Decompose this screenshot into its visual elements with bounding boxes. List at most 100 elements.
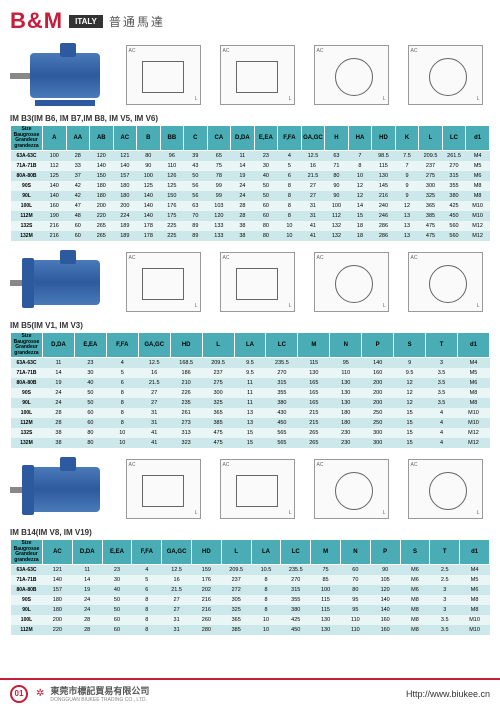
table-cell: M8 <box>457 388 489 398</box>
table-row: 90L1802450827216325838011595140M83M8 <box>11 605 490 615</box>
table-cell: 96 <box>160 151 184 162</box>
italy-tag: ITALY <box>69 15 103 28</box>
table-row: 90S1404218018012512556992450827901214593… <box>11 181 490 191</box>
table-cell: 133 <box>207 231 231 241</box>
table-cell: 225 <box>160 231 184 241</box>
table-cell: 235 <box>170 398 202 408</box>
technical-diagram: ACL <box>314 459 389 519</box>
table-cell: 160 <box>370 615 400 625</box>
table-row: 112M190482202241401757012028608311121524… <box>11 211 490 221</box>
table-cell: 270 <box>281 575 311 585</box>
table-cell: 365 <box>202 408 234 418</box>
table-cell: 31 <box>138 418 170 428</box>
table-cell: 200 <box>362 388 394 398</box>
table-cell: 100L <box>11 615 43 625</box>
table-cell: 13 <box>395 231 419 241</box>
table-cell: 178 <box>137 221 161 231</box>
table-cell: 8 <box>106 388 138 398</box>
table-cell: 6 <box>132 585 162 595</box>
table-cell: 38 <box>231 231 255 241</box>
table-cell: 13 <box>395 221 419 231</box>
table-cell: 323 <box>170 438 202 448</box>
table-cell: 140 <box>137 191 161 201</box>
table-cell: 140 <box>370 605 400 615</box>
table-cell: M8 <box>460 605 490 615</box>
table-cell: 157 <box>43 585 73 595</box>
table-cell: 165 <box>298 378 330 388</box>
table-cell: 15 <box>394 418 426 428</box>
table-cell: 560 <box>442 221 466 231</box>
table-cell: 130 <box>311 615 341 625</box>
table-cell: 80 <box>137 151 161 162</box>
table-row: 90L1404218018014015056992450827901221693… <box>11 191 490 201</box>
table-cell: 8 <box>106 408 138 418</box>
table-cell: 325 <box>419 191 443 201</box>
table-cell: 270 <box>442 161 466 171</box>
table-cell: 95 <box>340 605 370 615</box>
table-cell: 380 <box>442 191 466 201</box>
table-cell: 165 <box>298 388 330 398</box>
table-cell: 300 <box>362 438 394 448</box>
table-cell: 80 <box>325 171 349 181</box>
table-cell: M6 <box>466 171 490 181</box>
table-cell: 100 <box>325 201 349 211</box>
table-cell: 10.5 <box>251 565 281 576</box>
table-cell: 216 <box>372 191 396 201</box>
table-cell: 12.5 <box>301 151 325 162</box>
col-header: AA <box>66 126 90 151</box>
technical-diagram: ACL <box>126 459 201 519</box>
table-cell: 90S <box>11 181 43 191</box>
table-cell: 50 <box>102 595 132 605</box>
table-cell: 260 <box>191 615 221 625</box>
table-cell: 60 <box>254 201 278 211</box>
table-cell: 4 <box>132 565 162 576</box>
col-header: D,DA <box>72 540 102 565</box>
technical-diagram: ACL <box>126 252 201 312</box>
table-cell: 3.5 <box>430 615 460 625</box>
table-cell: M12 <box>466 221 490 231</box>
table-cell: 100 <box>137 171 161 181</box>
table-cell: 24 <box>231 181 255 191</box>
table-cell: 112M <box>11 625 43 635</box>
table-cell: 24 <box>43 388 75 398</box>
table-row: 63A-63C1211123412.5159209.510.5235.57560… <box>11 565 490 576</box>
table-cell: 235.5 <box>266 358 298 369</box>
table-cell: 50 <box>184 171 208 181</box>
table-cell: 209.5 <box>202 358 234 369</box>
table-cell: M10 <box>457 408 489 418</box>
table-cell: 230 <box>330 428 362 438</box>
table-cell: 202 <box>191 585 221 595</box>
table-cell: 565 <box>266 438 298 448</box>
table-cell: 246 <box>372 211 396 221</box>
col-header: F,FA <box>132 540 162 565</box>
table-cell: 159 <box>191 565 221 576</box>
table-cell: 216 <box>43 221 67 231</box>
table-cell: 33 <box>66 161 90 171</box>
table-cell: 315 <box>281 585 311 595</box>
spec-table: SizeBaugrosseGrandeurgrandezzaACD,DAE,EA… <box>10 539 490 635</box>
table-cell: 27 <box>301 191 325 201</box>
table-cell: 31 <box>301 211 325 221</box>
table-cell: 565 <box>266 428 298 438</box>
table-cell: 286 <box>372 231 396 241</box>
col-header: d1 <box>466 126 490 151</box>
table-cell: 14 <box>43 368 75 378</box>
table-cell: 15 <box>394 408 426 418</box>
table-cell: 145 <box>372 181 396 191</box>
table-cell: 12 <box>348 191 372 201</box>
table-cell: 216 <box>191 595 221 605</box>
table-cell: 15 <box>348 211 372 221</box>
table-cell: 9 <box>395 191 419 201</box>
table-cell: 71A-71B <box>11 368 43 378</box>
table-cell: M10 <box>466 211 490 221</box>
table-cell: 475 <box>419 221 443 231</box>
table-cell: 50 <box>74 398 106 408</box>
table-cell: 39 <box>184 151 208 162</box>
table-cell: 9 <box>395 171 419 181</box>
table-cell: M6 <box>460 585 490 595</box>
table-cell: 176 <box>160 201 184 211</box>
table-cell: 12 <box>348 181 372 191</box>
table-cell: 180 <box>330 418 362 428</box>
table-cell: 235.5 <box>281 565 311 576</box>
table-cell: M5 <box>466 161 490 171</box>
